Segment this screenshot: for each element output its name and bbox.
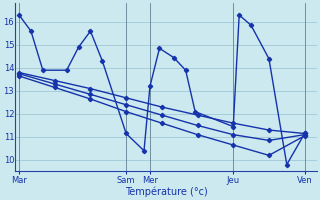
X-axis label: Température (°c): Température (°c) [124,186,207,197]
